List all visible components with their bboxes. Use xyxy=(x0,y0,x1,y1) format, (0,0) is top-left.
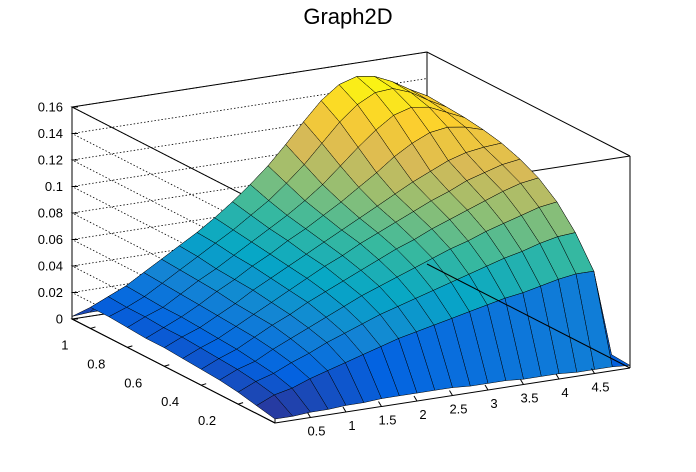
y-tick xyxy=(164,364,170,367)
z-axis: 0 0.02 0.04 0.06 0.08 0.1 0.12 0.14 0.16 xyxy=(38,100,78,327)
box-top xyxy=(70,51,631,212)
box-edge xyxy=(426,263,631,369)
z-tick-label: 0.14 xyxy=(38,126,63,141)
x-tick-label: 4.5 xyxy=(591,380,609,395)
z-tick-label: 0 xyxy=(56,312,63,327)
x-tick xyxy=(342,406,347,413)
surface-mesh xyxy=(71,76,631,420)
surface-cell xyxy=(256,394,294,420)
chart-title: Graph2D xyxy=(303,4,392,29)
y-tick xyxy=(201,383,207,386)
y-tick-label: 1 xyxy=(61,337,68,352)
x-tick-label: 4 xyxy=(561,385,568,400)
x-axis: 0.5 1 1.5 2 2.5 3 3.5 4 4.5 xyxy=(307,368,610,439)
x-tick xyxy=(520,379,524,385)
y-tick-label: 0.2 xyxy=(198,413,216,428)
z-tick-label: 0.16 xyxy=(38,100,63,115)
x-tick xyxy=(378,401,382,407)
y-tick xyxy=(90,326,96,329)
x-tick-label: 3.5 xyxy=(520,391,538,406)
y-tick xyxy=(237,402,244,405)
axes-front-box xyxy=(71,156,631,424)
z-tick-label: 0.06 xyxy=(38,232,63,247)
x-tick-label: 1 xyxy=(348,418,355,433)
x-tick xyxy=(449,390,453,396)
y-tick xyxy=(127,345,133,348)
y-axis-line xyxy=(71,318,276,424)
y-tick-label: 0.4 xyxy=(161,394,179,409)
x-tick xyxy=(307,412,311,418)
x-tick-label: 2 xyxy=(419,407,426,422)
x-tick xyxy=(484,384,489,391)
z-tick-label: 0.12 xyxy=(38,153,63,168)
z-tick-label: 0.04 xyxy=(38,259,63,274)
x-tick-label: 1.5 xyxy=(378,413,396,428)
x-tick-label: 3 xyxy=(490,396,497,411)
y-tick-label: 0.8 xyxy=(87,356,105,371)
x-tick-label: 2.5 xyxy=(449,402,467,417)
x-tick xyxy=(591,368,595,374)
y-axis: 0.2 0.4 0.6 0.8 1 xyxy=(61,326,244,428)
y-tick-label: 0.6 xyxy=(124,375,142,390)
x-tick xyxy=(413,395,418,402)
x-tick-label: 0.5 xyxy=(307,424,325,439)
z-tick-label: 0.08 xyxy=(38,206,63,221)
x-tick xyxy=(555,373,560,380)
z-tick-label: 0.1 xyxy=(45,179,63,194)
z-tick-label: 0.02 xyxy=(38,285,63,300)
